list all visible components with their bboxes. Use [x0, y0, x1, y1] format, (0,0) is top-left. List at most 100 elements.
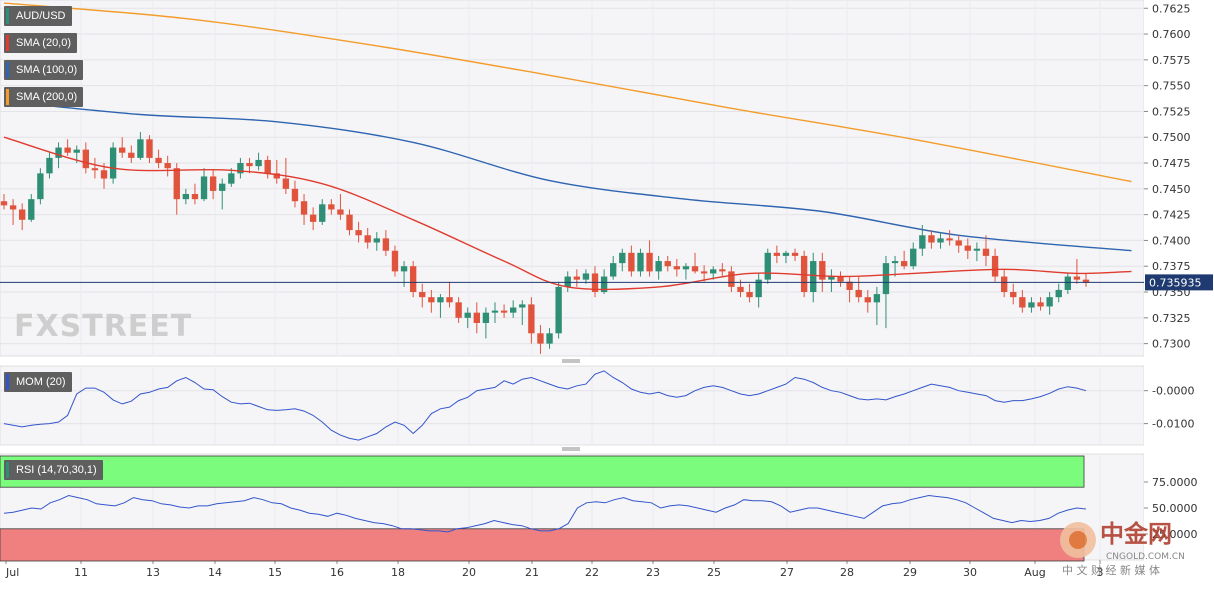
candle — [164, 155, 171, 177]
candle — [482, 307, 490, 339]
price-tick-label: 0.7525 — [1152, 105, 1191, 118]
candle — [428, 289, 435, 313]
candle-body — [209, 176, 217, 191]
candle-body — [455, 302, 462, 318]
candle-body — [91, 168, 99, 171]
legend-pair[interactable]: AUD/USD — [4, 6, 72, 26]
candle-body — [873, 294, 881, 303]
candle — [873, 286, 881, 326]
panel-splitter-1 — [562, 359, 580, 363]
candle-body — [100, 170, 108, 179]
legend-sma100[interactable]: SMA (100,0) — [4, 60, 84, 80]
candle-body — [728, 271, 735, 287]
candle — [646, 240, 653, 277]
candle — [910, 242, 917, 270]
candle-body — [382, 238, 390, 251]
candle — [864, 289, 871, 313]
candle — [291, 180, 299, 208]
date-label: 18 — [391, 566, 405, 579]
candle-body — [9, 205, 17, 210]
date-label: 21 — [525, 566, 539, 579]
candle — [1028, 297, 1035, 313]
candle — [200, 168, 208, 202]
candle-body — [282, 178, 290, 189]
legend-sma200[interactable]: SMA (200,0) — [4, 87, 84, 107]
candle-body — [1000, 276, 1008, 293]
candle — [1073, 259, 1081, 284]
candle-body — [128, 152, 135, 158]
candle — [337, 193, 344, 220]
candle — [891, 255, 899, 277]
candle-body — [1010, 292, 1017, 298]
candle — [846, 276, 853, 303]
candle — [773, 245, 781, 264]
candle-body — [919, 235, 926, 249]
candle — [837, 271, 844, 287]
legend-rsi[interactable]: RSI (14,70,30,1) — [4, 460, 103, 480]
candle-body — [991, 255, 999, 277]
candle-body — [973, 248, 981, 251]
candle — [919, 224, 926, 256]
date-label: 13 — [146, 566, 160, 579]
candle-body — [937, 238, 944, 243]
candle — [1055, 283, 1062, 303]
candle-body — [819, 261, 826, 280]
candle — [182, 188, 190, 205]
candle-body — [409, 266, 417, 293]
candle — [500, 304, 508, 318]
candle-body — [228, 173, 235, 184]
candle — [600, 269, 608, 295]
legend-sma20[interactable]: SMA (20,0) — [4, 33, 78, 53]
legend-sma100-label: SMA (100,0) — [16, 64, 78, 76]
candle — [610, 255, 617, 280]
candle — [982, 235, 990, 267]
candle-body — [164, 163, 171, 169]
candle — [319, 199, 326, 225]
candle-body — [428, 297, 435, 303]
candle-body — [328, 204, 335, 210]
candle — [346, 209, 353, 236]
candle — [800, 250, 808, 298]
candle-body — [437, 297, 444, 303]
rsi-oversold-zone — [0, 528, 1085, 562]
candle-body — [1037, 302, 1044, 307]
candle — [91, 157, 99, 179]
candle-body — [910, 248, 917, 267]
candle-body — [900, 261, 908, 267]
candle-body — [246, 163, 253, 167]
candle — [628, 245, 635, 277]
legend-mom[interactable]: MOM (20) — [4, 372, 72, 392]
candle — [946, 230, 953, 246]
candle — [637, 248, 644, 277]
date-label: Jul — [5, 566, 19, 579]
candle-body — [619, 252, 626, 264]
candle — [209, 170, 217, 200]
date-label: 25 — [707, 566, 721, 579]
candle-body — [800, 255, 808, 293]
candle — [228, 168, 235, 187]
candle — [582, 269, 590, 284]
candle — [128, 145, 135, 164]
candle — [28, 193, 35, 222]
candle-body — [446, 297, 453, 303]
candle-body — [928, 235, 935, 243]
candle — [373, 232, 380, 251]
candle-body — [700, 271, 708, 274]
candle-body — [573, 276, 581, 280]
legend-pair-label: AUD/USD — [16, 10, 66, 22]
candle-body — [855, 289, 862, 298]
date-label: 30 — [963, 566, 977, 579]
candle-body — [73, 149, 80, 153]
candle — [437, 294, 444, 318]
candle — [764, 248, 771, 284]
candle-body — [891, 261, 899, 264]
candle — [673, 259, 681, 277]
candle-body — [610, 263, 617, 277]
candle-body — [119, 147, 126, 153]
candle — [819, 252, 826, 293]
candle — [246, 157, 253, 174]
candle — [619, 248, 626, 272]
candle — [955, 235, 962, 253]
price-tick-label: 0.7425 — [1152, 209, 1191, 222]
